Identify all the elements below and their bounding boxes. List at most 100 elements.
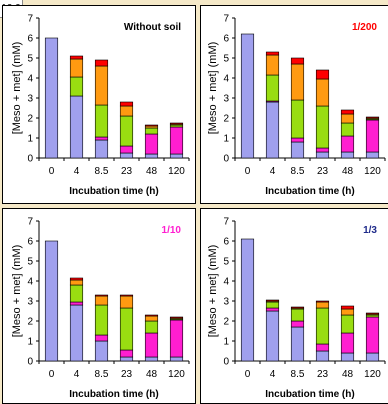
bar-segment-8.5-series-3 (94, 65, 109, 106)
y-tick-label: 7 (27, 14, 33, 25)
bar-segment-23-series-2 (119, 115, 134, 147)
bar-segment-8.5-series-1 (94, 136, 109, 141)
bar-segment-0-series-0 (44, 240, 59, 362)
bar-segment-23-series-1 (315, 147, 330, 153)
x-tick-label: 48 (146, 166, 158, 177)
x-axis-label: Incubation time (h) (69, 389, 158, 400)
chart-title: 1/3 (363, 225, 377, 236)
y-tick-label: 0 (223, 357, 229, 368)
bar-segment-120-series-1 (365, 119, 380, 153)
y-tick-label: 7 (223, 14, 229, 25)
bar-segment-48-series-2 (340, 122, 355, 137)
bar-segment-23-series-3 (315, 301, 330, 309)
chart-title: 1/200 (352, 22, 377, 33)
chart-panel-1-3: 0 1 2 3 4 5 6 7 [Meso + met] (mM) 1/3 0 4 8.5 23 48 120… (200, 208, 388, 404)
bar-segment-4-series-3 (265, 54, 280, 76)
bar-segment-48-series-4 (144, 124, 159, 127)
bar-segment-8.5-series-2 (290, 308, 305, 322)
bar-segment-48-series-2 (144, 320, 159, 334)
bar-segment-48-series-1 (144, 332, 159, 358)
x-tick-label: 4 (74, 369, 80, 380)
bar-segment-8.5-series-2 (94, 104, 109, 138)
y-tick-label: 4 (223, 277, 229, 288)
y-tick-label: 3 (27, 297, 33, 308)
bar-segment-8.5-series-4 (290, 306, 305, 309)
y-tick-label: 3 (223, 297, 229, 308)
x-tick-label: 8.5 (95, 166, 109, 177)
x-tick-label: 4 (270, 369, 276, 380)
bar-segment-4-series-2 (265, 301, 280, 309)
bar-segment-23-series-4 (119, 294, 134, 297)
bar-segment-4-series-2 (265, 74, 280, 102)
x-tick-label: 48 (342, 166, 354, 177)
bar-segment-8.5-series-2 (290, 99, 305, 139)
x-tick-label: 48 (146, 369, 158, 380)
x-tick-label: 48 (342, 369, 354, 380)
bar-segment-4-series-2 (69, 76, 84, 97)
bar-segment-23-series-3 (315, 78, 330, 107)
bar-segment-8.5-series-0 (290, 326, 305, 362)
bar-segment-120-series-4 (365, 312, 380, 315)
bar-segment-48-series-4 (144, 314, 159, 317)
y-tick-label: 6 (27, 237, 33, 248)
bar-segment-120-series-0 (169, 153, 184, 159)
x-axis-label: Incubation time (h) (265, 186, 354, 197)
x-tick-label: 120 (168, 369, 185, 380)
x-tick-label: 120 (168, 166, 185, 177)
bar-segment-4-series-0 (69, 95, 84, 159)
bar-segment-4-series-1 (265, 307, 280, 312)
x-tick-label: 4 (270, 166, 276, 177)
chart-panel-1-200: 0 1 2 3 4 5 6 7 [Meso + met] (mM) 1/200 0 4 8.5 23 48 1… (200, 5, 388, 204)
bar-segment-120-series-2 (169, 124, 184, 128)
bar-segment-8.5-series-3 (290, 63, 305, 101)
y-tick-label: 7 (27, 217, 33, 228)
bar-segment-8.5-series-0 (290, 141, 305, 159)
bar-segment-23-series-4 (315, 300, 330, 303)
chart-panel-1-10: 0 1 2 3 4 5 6 7 [Meso + met] (mM) 1/10 0 4 8.5 23 48 12… (2, 208, 196, 404)
chart-panel-without-soil: 0 1 2 3 4 5 6 7 [Meso + met] (mM) Without soil 0 4 8… (2, 5, 196, 204)
bar-segment-8.5-series-0 (94, 139, 109, 159)
y-tick-label: 5 (223, 257, 229, 268)
bar-segment-48-series-1 (340, 332, 355, 354)
bar-segment-23-series-0 (119, 356, 134, 362)
bar-segment-48-series-4 (340, 109, 355, 115)
bar-segment-8.5-series-0 (94, 340, 109, 362)
bar-segment-48-series-2 (144, 127, 159, 135)
bar-segment-0-series-0 (240, 238, 255, 362)
x-tick-label: 120 (364, 369, 381, 380)
x-tick-label: 23 (121, 166, 133, 177)
y-tick-label: 6 (223, 237, 229, 248)
bar-segment-48-series-2 (340, 314, 355, 334)
bar-segment-23-series-0 (315, 350, 330, 362)
bar-segment-4-series-3 (69, 279, 84, 286)
y-tick-label: 5 (27, 257, 33, 268)
bar-segment-23-series-0 (315, 151, 330, 159)
bar-segment-48-series-0 (144, 356, 159, 362)
bar-segment-4-series-3 (69, 58, 84, 78)
y-axis-label: [Meso + met] (mM) (11, 245, 23, 338)
bar-segment-4-series-4 (265, 51, 280, 56)
bar-segment-23-series-4 (119, 101, 134, 107)
y-tick-label: 6 (223, 34, 229, 45)
bar-segment-48-series-3 (144, 315, 159, 322)
y-tick-label: 1 (27, 134, 33, 145)
bar-segment-48-series-3 (144, 125, 159, 129)
bar-segment-4-series-0 (265, 101, 280, 159)
y-axis-label: [Meso + met] (mM) (207, 42, 219, 135)
bar-segment-8.5-series-1 (290, 320, 305, 328)
bar-segment-23-series-0 (119, 152, 134, 159)
x-tick-label: 0 (245, 166, 251, 177)
bar-segment-23-series-1 (119, 145, 134, 154)
bar-segment-48-series-1 (144, 133, 159, 155)
bar-segment-48-series-0 (340, 151, 355, 159)
bar-segment-120-series-0 (365, 151, 380, 159)
y-tick-label: 1 (27, 337, 33, 348)
y-tick-label: 1 (223, 337, 229, 348)
bar-segment-23-series-1 (119, 349, 134, 358)
bar-segment-120-series-4 (365, 116, 380, 119)
x-axis-label: Incubation time (h) (69, 186, 158, 197)
y-tick-label: 4 (27, 74, 33, 85)
y-tick-label: 2 (27, 317, 33, 328)
x-tick-label: 120 (364, 166, 381, 177)
y-axis-label: [Meso + met] (mM) (207, 245, 219, 338)
